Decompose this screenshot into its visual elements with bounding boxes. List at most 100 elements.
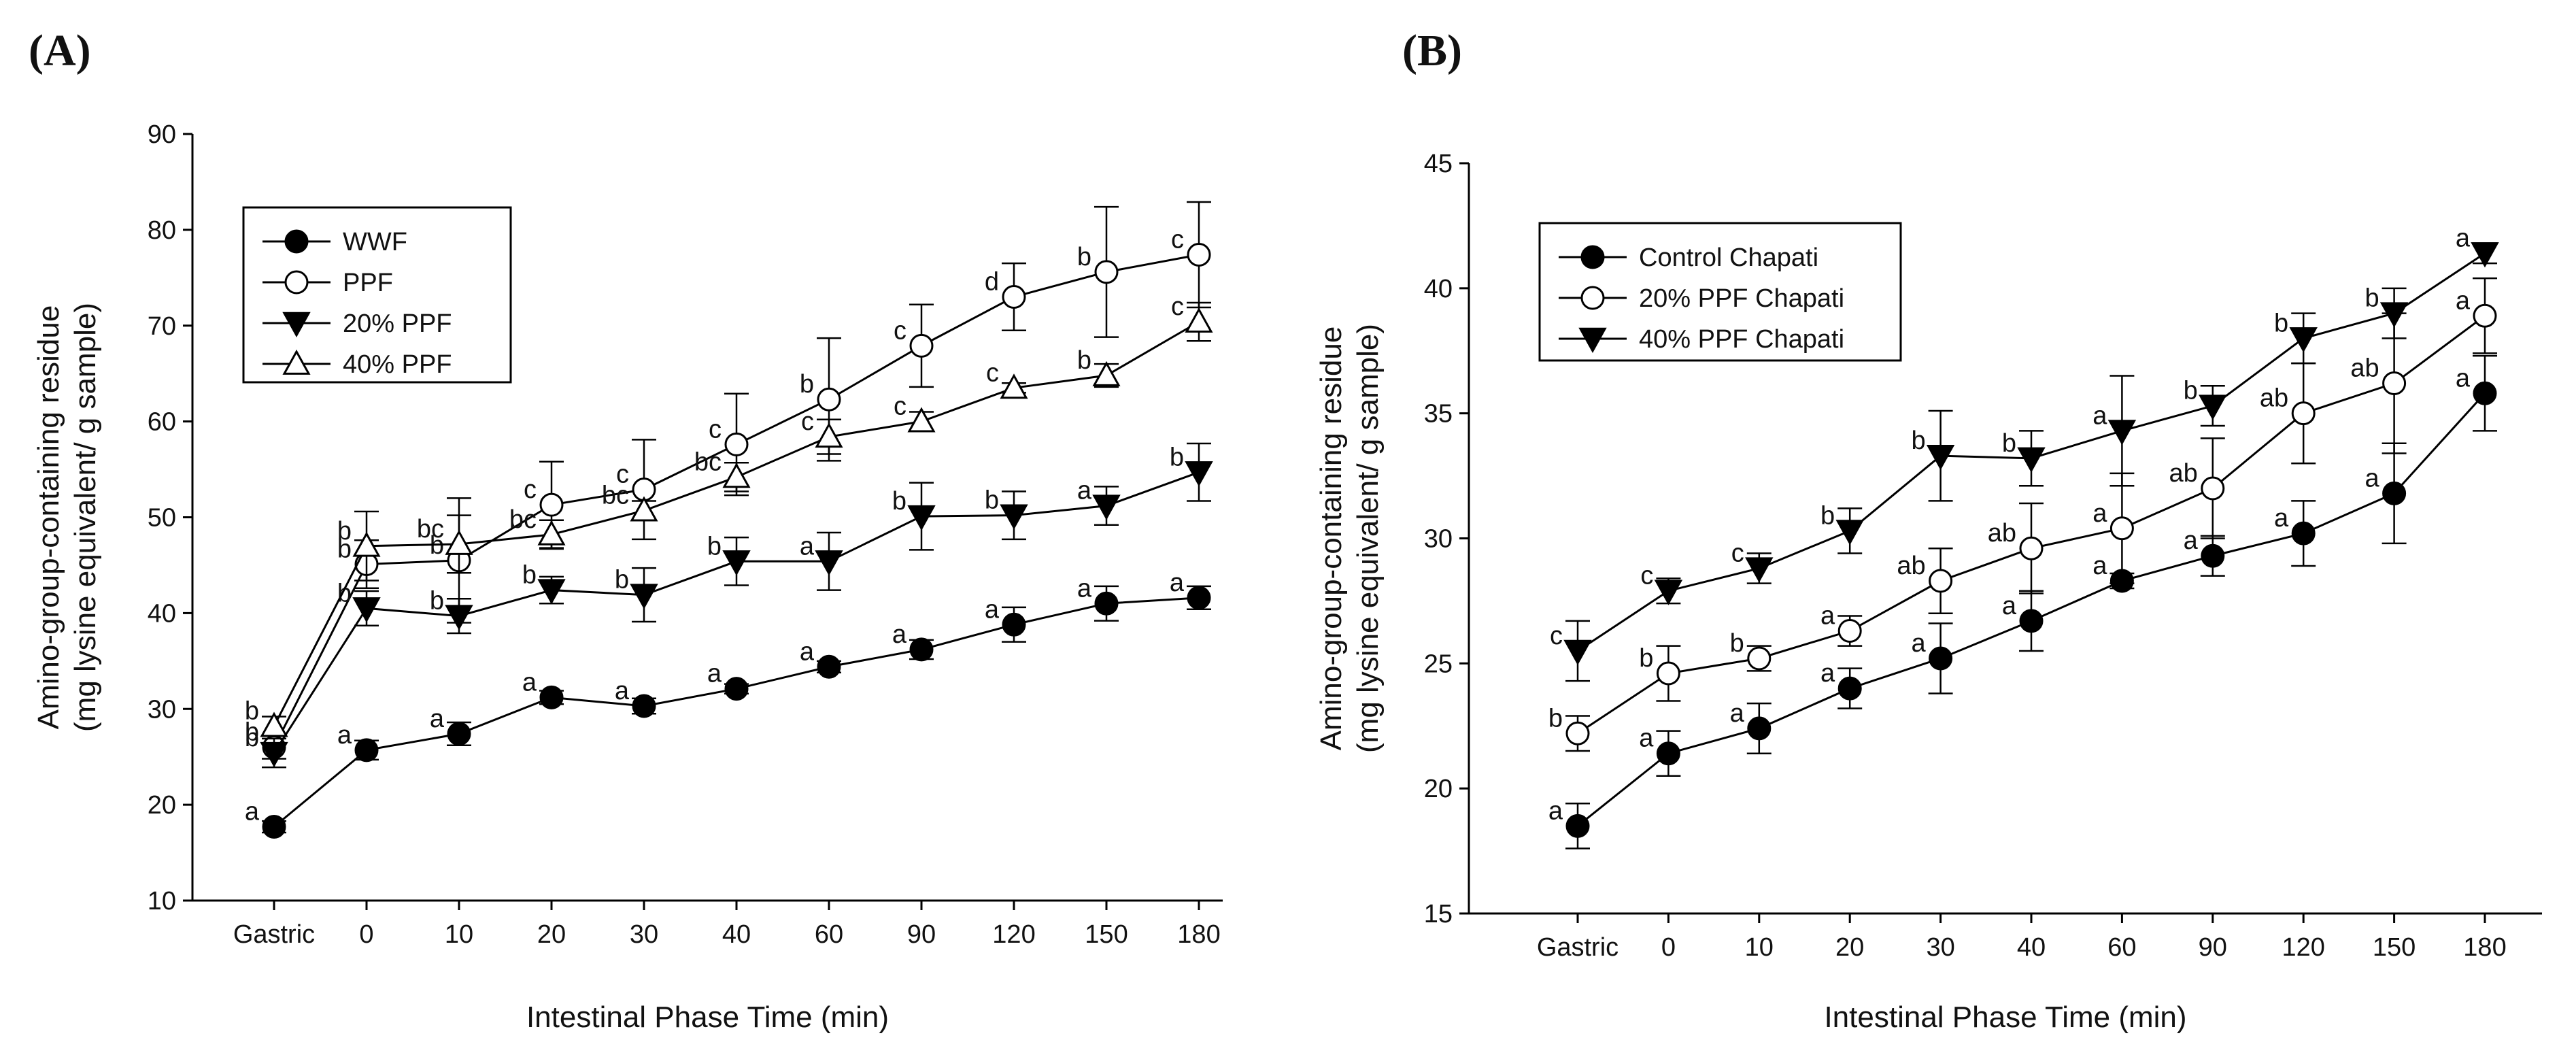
significance-label: a (1639, 724, 1654, 753)
data-point (2291, 521, 2316, 546)
significance-label: b (1639, 644, 1653, 673)
data-point (2019, 536, 2044, 560)
legend-marker (284, 270, 309, 295)
x-tick-label: 30 (1926, 933, 1954, 962)
data-point (262, 815, 286, 839)
significance-label: c (709, 415, 722, 443)
legend-label: 20% PPF (343, 309, 452, 338)
data-point (1565, 721, 1590, 745)
significance-label: a (985, 595, 1000, 624)
legend: WWF PPF 20% PPF 40% PPF (242, 206, 512, 384)
significance-label: b (1911, 426, 1925, 455)
data-point (1837, 676, 1862, 701)
significance-label: ab (2350, 354, 2379, 383)
significance-label: b (892, 487, 906, 516)
data-point (1185, 461, 1213, 487)
data-point (632, 694, 656, 718)
data-point (447, 722, 471, 746)
panel-a: (A) 10 20 30 40 50 60 70 80 90 Gastric 0 10 20 30 40 60 9… (29, 26, 1223, 1034)
significance-label: ab (1897, 552, 1925, 580)
x-tick-label: 10 (445, 920, 473, 949)
data-point (1837, 619, 1862, 643)
significance-label: b (1820, 501, 1835, 530)
data-point (1563, 639, 1592, 666)
x-tick-label: 20 (1835, 933, 1864, 962)
data-point (907, 505, 936, 531)
y-axis-title: (mg lysine equivalent/ g sample) (69, 303, 102, 732)
x-axis-title: Intestinal Phase Time (min) (1824, 1001, 2186, 1034)
data-point (724, 677, 749, 701)
data-point (260, 741, 288, 768)
data-point (815, 422, 843, 448)
significance-label: a (2002, 592, 2017, 620)
data-point (352, 531, 381, 557)
significance-label: ab (1988, 519, 2016, 548)
significance-label: a (2456, 286, 2471, 315)
significance-label: b (337, 517, 352, 546)
significance-label: c (894, 392, 906, 421)
x-tick-label: 30 (630, 920, 658, 949)
series-line (273, 471, 1200, 754)
data-point (1926, 444, 1955, 471)
significance-label: c (894, 316, 906, 345)
significance-label: b (245, 724, 259, 752)
y-tick-label: 10 (148, 887, 176, 916)
data-point (1747, 646, 1772, 671)
significance-label: b (985, 486, 999, 515)
significance-label: a (337, 721, 352, 750)
x-tick-label: Gastric (233, 920, 315, 949)
significance-label: bc (694, 448, 722, 476)
y-tick-label: 20 (148, 791, 176, 820)
significance-label: b (522, 561, 537, 590)
x-tick-label: 150 (2373, 933, 2416, 962)
significance-label: a (800, 532, 815, 560)
series-line (273, 597, 1200, 828)
significance-label: a (1730, 699, 1745, 728)
significance-label: b (430, 587, 444, 616)
data-point (2201, 543, 2225, 568)
data-point (630, 584, 658, 609)
significance-label: c (1731, 539, 1744, 568)
data-point (1000, 373, 1028, 399)
data-point (537, 579, 566, 605)
significance-label: b (2365, 284, 2379, 313)
data-point (1094, 591, 1119, 616)
legend-marker (282, 349, 311, 375)
significance-label: ab (2169, 459, 2198, 488)
x-tick-label: 60 (2107, 933, 2136, 962)
x-tick-label: 120 (2282, 933, 2324, 962)
significance-label: c (1550, 622, 1563, 650)
significance-label: b (1077, 243, 1091, 271)
significance-label: b (2274, 309, 2288, 337)
significance-label: a (1170, 569, 1185, 597)
y-tick-label: 30 (1424, 525, 1453, 554)
significance-label: a (2365, 464, 2379, 492)
significance-label: b (337, 535, 352, 564)
data-point (445, 529, 473, 555)
x-tick-label: 40 (722, 920, 751, 949)
legend-label: PPF (343, 269, 393, 297)
data-point (909, 333, 934, 358)
significance-label: c (986, 358, 999, 387)
y-tick-label: 70 (148, 312, 176, 341)
data-point (2109, 516, 2134, 541)
significance-label: b (337, 579, 352, 607)
legend-label: 40% PPF Chapati (1639, 325, 1844, 354)
significance-label: a (2456, 364, 2471, 392)
legend-marker (1580, 245, 1605, 269)
significance-label: a (245, 798, 260, 826)
legend-label: 20% PPF Chapati (1639, 284, 1844, 313)
y-tick-label: 40 (148, 599, 176, 628)
y-tick-label: 60 (148, 408, 176, 437)
significance-label: a (892, 620, 907, 649)
significance-label: b (245, 718, 259, 747)
data-point (1187, 243, 1211, 267)
legend-marker (284, 229, 309, 254)
y-tick-label: 30 (148, 695, 176, 724)
y-tick-label: 50 (148, 504, 176, 533)
significance-label: b (2002, 429, 2016, 458)
data-point (539, 492, 564, 517)
series-1: a a a a a a a a a a a (245, 569, 1211, 839)
data-point (1929, 646, 1953, 671)
significance-label: a (1911, 629, 1926, 658)
